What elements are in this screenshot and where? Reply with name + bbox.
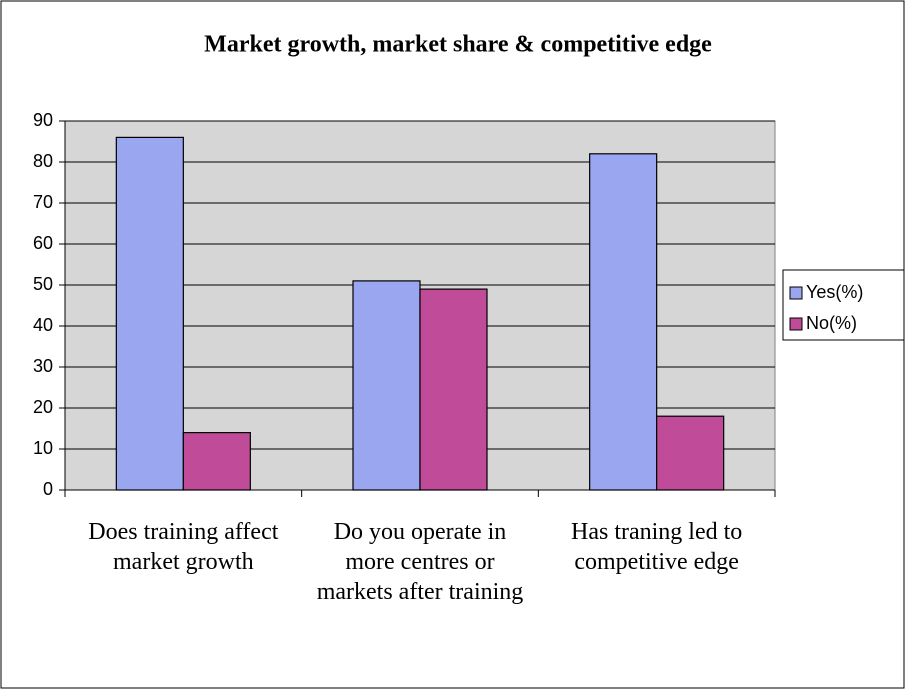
legend-box <box>782 269 905 341</box>
y-tick-label: 40 <box>33 315 53 335</box>
bar <box>182 432 251 491</box>
y-tick-label: 10 <box>33 438 53 458</box>
y-tick-label: 70 <box>33 192 53 212</box>
y-tick-label: 50 <box>33 274 53 294</box>
bar <box>589 153 658 491</box>
y-tick-label: 60 <box>33 233 53 253</box>
bar <box>419 288 488 491</box>
legend-label: Yes(%) <box>806 282 863 302</box>
y-tick-label: 80 <box>33 151 53 171</box>
legend-swatch <box>789 317 803 331</box>
y-tick-label: 20 <box>33 397 53 417</box>
chart-title: Market growth, market share & competitiv… <box>204 32 712 58</box>
x-tick-label: Has traning led to competitive edge <box>571 519 743 575</box>
bar <box>115 136 184 491</box>
bar <box>656 415 725 491</box>
y-tick-label: 0 <box>43 479 53 499</box>
y-tick-label: 90 <box>33 110 53 130</box>
x-tick-label: Does training affect market growth <box>88 519 279 575</box>
y-tick-label: 30 <box>33 356 53 376</box>
bar <box>352 280 421 491</box>
x-tick-label: Do you operate in more centres or market… <box>316 519 524 605</box>
legend-swatch <box>789 286 803 300</box>
legend-label: No(%) <box>806 313 857 333</box>
